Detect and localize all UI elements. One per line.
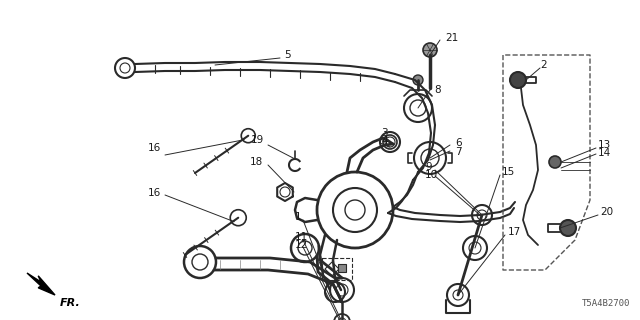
Text: T5A4B2700: T5A4B2700 — [582, 299, 630, 308]
Circle shape — [510, 72, 526, 88]
Circle shape — [413, 75, 423, 85]
Text: 6: 6 — [455, 138, 461, 148]
Text: 2: 2 — [540, 60, 547, 70]
Text: 14: 14 — [598, 148, 611, 158]
Text: 20: 20 — [600, 207, 613, 217]
Polygon shape — [27, 273, 55, 295]
Text: 13: 13 — [598, 140, 611, 150]
Bar — [338, 264, 346, 272]
Text: 16: 16 — [148, 188, 161, 198]
Text: 1: 1 — [295, 212, 301, 222]
Circle shape — [560, 220, 576, 236]
Text: 9: 9 — [425, 162, 431, 172]
Text: 19: 19 — [251, 135, 264, 145]
Bar — [322, 258, 352, 280]
Circle shape — [423, 43, 437, 57]
Text: 8: 8 — [434, 85, 440, 95]
Text: FR.: FR. — [60, 298, 81, 308]
Circle shape — [549, 156, 561, 168]
Text: 5: 5 — [284, 50, 291, 60]
Text: 17: 17 — [508, 227, 521, 237]
Text: 11: 11 — [295, 232, 308, 242]
Text: 21: 21 — [445, 33, 458, 43]
Text: 15: 15 — [502, 167, 515, 177]
Text: 10: 10 — [425, 170, 438, 180]
Text: 12: 12 — [295, 240, 308, 250]
Text: 3: 3 — [381, 128, 388, 138]
Text: 16: 16 — [148, 143, 161, 153]
Text: 7: 7 — [455, 147, 461, 157]
Text: 4: 4 — [381, 136, 388, 146]
Text: 18: 18 — [250, 157, 263, 167]
